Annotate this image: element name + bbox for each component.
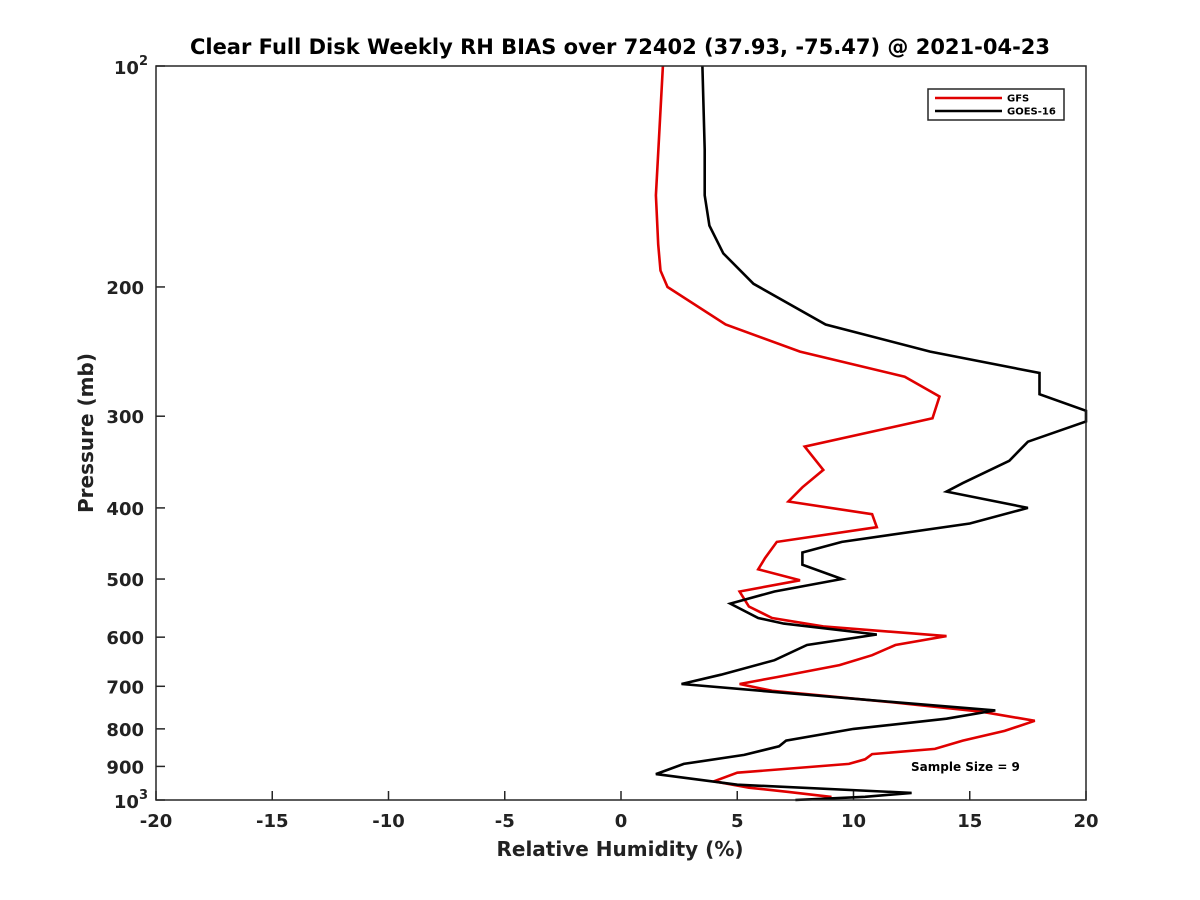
legend-box [927,88,1065,121]
legend-label: GOES-16 [1007,107,1056,118]
y-tick-base: 10 [114,58,139,79]
x-tick-label: 0 [615,811,628,832]
x-tick-label: -20 [140,811,173,832]
x-tick-label: 10 [841,811,866,832]
y-tick-label: 103 [114,788,148,813]
series-line-gfs [654,65,1036,800]
x-axis-label: Relative Humidity (%) [496,837,743,861]
y-tick-label: 900 [106,757,144,778]
x-tick-label: -10 [372,811,405,832]
y-tick-exponent: 2 [139,54,148,69]
y-tick-label: 200 [106,278,144,299]
y-tick-label: 500 [106,570,144,591]
x-tick-label: 5 [731,811,744,832]
series-lines [654,65,1088,802]
x-tick-label: -5 [495,811,515,832]
x-tick-label: -15 [256,811,289,832]
y-tick-label: 400 [106,499,144,520]
sample-size-annotation: Sample Size = 9 [911,760,1020,774]
y-tick-base: 10 [114,792,139,813]
legend-label: GFS [1007,94,1029,105]
chart-title: Clear Full Disk Weekly RH BIAS over 7240… [190,35,1050,59]
y-tick-label: 800 [106,720,144,741]
series-line-goes-16 [655,65,1088,802]
y-tick-label: 700 [106,677,144,698]
y-tick-label: 300 [106,407,144,428]
legend: GFS GOES-16 [927,88,1065,121]
y-axis-label: Pressure (mb) [74,353,98,513]
y-tick-label: 102 [114,54,148,79]
y-tick-exponent: 3 [139,788,148,803]
x-tick-label: 15 [957,811,982,832]
y-tick-label: 600 [106,628,144,649]
x-axis-ticks: -20 -15 -10 -5 0 5 10 15 20 [140,791,1099,832]
plot-frame [155,65,1087,801]
x-tick-label: 20 [1073,811,1098,832]
